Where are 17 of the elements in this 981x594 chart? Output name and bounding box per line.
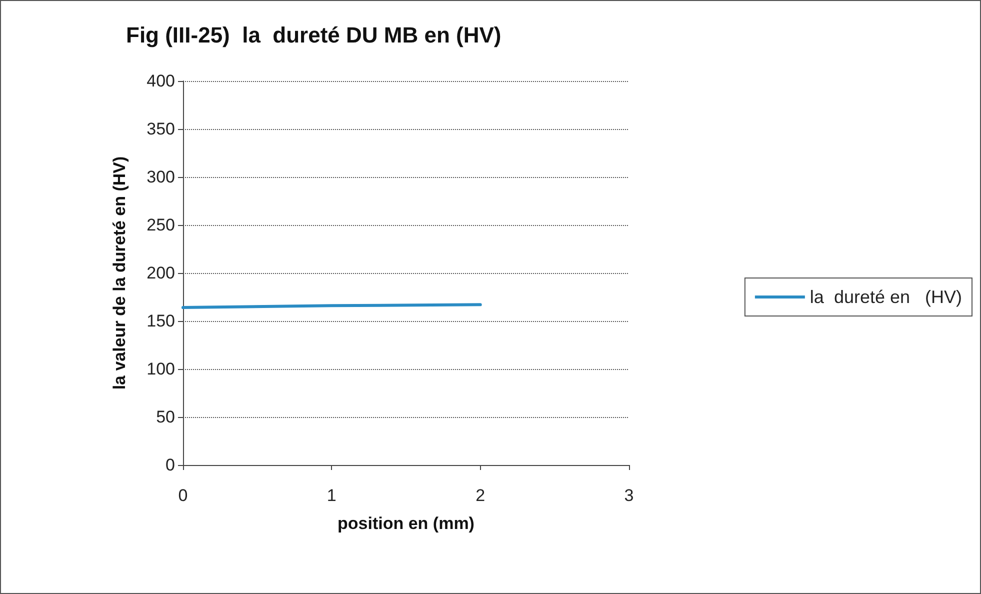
y-tick-label: 200 — [146, 264, 175, 282]
y-tick-label: 400 — [146, 72, 175, 90]
y-tick-label: 50 — [156, 408, 175, 426]
x-axis-title: position en (mm) — [338, 514, 474, 533]
y-tick-label: 100 — [146, 360, 175, 378]
y-axis-title: la valeur de la dureté en (HV) — [110, 156, 129, 390]
legend-label: la dureté en (HV) — [810, 287, 962, 307]
y-tick-label: 0 — [166, 456, 175, 474]
x-tick-label: 3 — [624, 486, 634, 505]
x-tick-label: 1 — [326, 486, 336, 505]
y-tick-label: 300 — [146, 168, 175, 186]
y-tick-label: 150 — [146, 312, 175, 330]
chart-title: Fig (III-25) la dureté DU MB en (HV) — [126, 22, 502, 48]
x-tick-label: 0 — [178, 486, 188, 505]
y-tick-label: 250 — [146, 216, 175, 234]
x-tick-label: 2 — [476, 486, 486, 505]
y-tick-label: 350 — [146, 120, 175, 138]
